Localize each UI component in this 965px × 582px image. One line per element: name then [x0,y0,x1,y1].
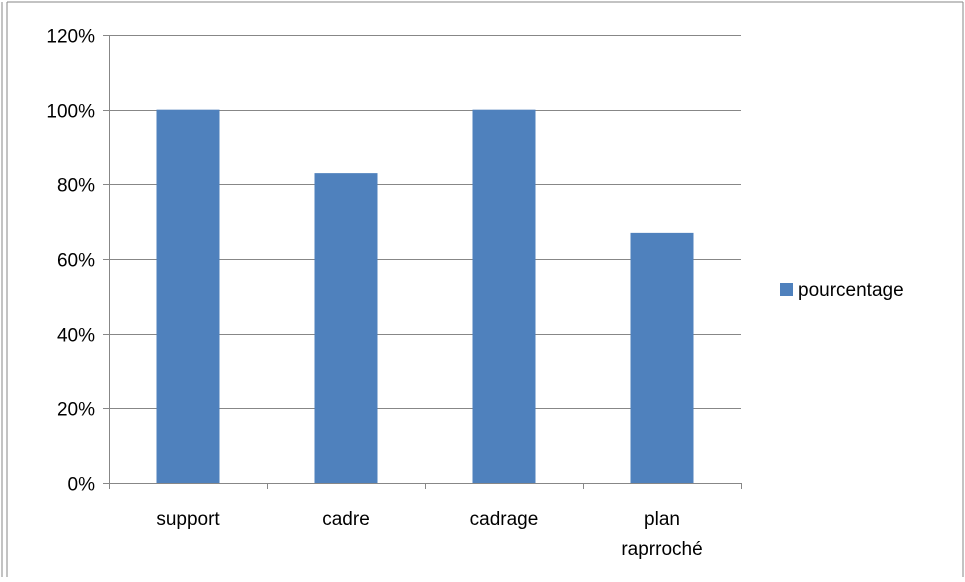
y-tick-label: 20% [57,400,95,421]
legend: pourcentage [780,280,904,301]
legend-label: pourcentage [798,280,904,301]
bar [314,173,378,483]
bar [472,109,536,484]
y-tick-label: 40% [57,326,95,347]
y-axis-tick-labels: 0% 20% 40% 60% 80% 100% 120% [46,27,95,496]
axes [103,35,742,489]
x-axis-tick-labels: support cadre cadrage plan raprroché [156,509,702,560]
bar [156,109,220,484]
bar [630,232,694,483]
legend-swatch [780,283,793,296]
bars [156,109,694,484]
x-tick-label: cadre [322,509,370,530]
y-tick-label: 80% [57,176,95,197]
y-tick-label: 120% [46,27,95,48]
x-tick-label: cadrage [470,509,539,530]
y-tick-label: 0% [68,475,96,496]
y-tick-label: 60% [57,251,95,272]
y-tick-label: 100% [46,102,95,123]
x-tick-label: support [156,509,220,530]
x-tick-label: plan raprroché [621,509,702,560]
